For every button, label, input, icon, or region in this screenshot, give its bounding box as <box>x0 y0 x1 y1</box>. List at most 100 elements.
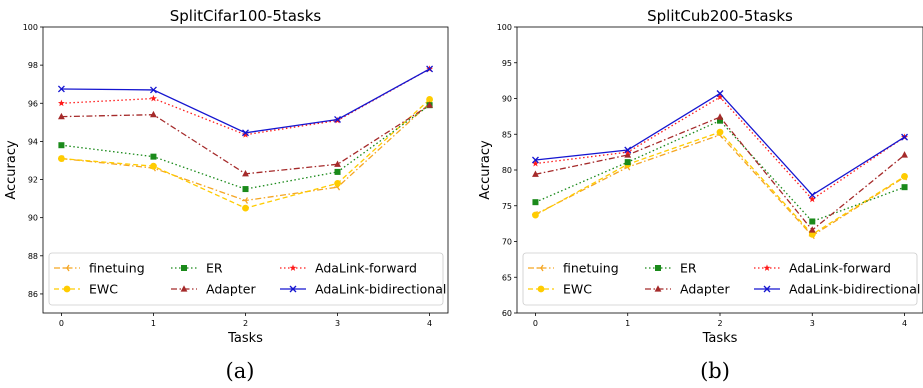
x-tick-label: 0 <box>533 319 538 328</box>
series-line <box>61 68 430 134</box>
data-point <box>334 168 341 175</box>
data-point <box>717 117 723 124</box>
data-point <box>901 184 908 191</box>
legend-label: finetuing <box>563 261 619 276</box>
data-point <box>334 116 342 123</box>
legend-label: finetuing <box>89 261 145 276</box>
legend-marker <box>763 285 771 293</box>
panel-caption: (a) <box>226 359 255 383</box>
legend-label: AdaLink-bidirectional <box>789 282 920 297</box>
data-point <box>532 170 539 177</box>
x-tick-label: 1 <box>625 319 630 328</box>
data-point <box>532 211 539 219</box>
legend-marker <box>763 264 771 271</box>
series-line <box>61 68 430 136</box>
y-tick-label: 95 <box>502 59 512 68</box>
chart-title: SplitCub200-5tasks <box>647 7 793 25</box>
legend-box <box>48 252 444 306</box>
data-point <box>242 197 249 204</box>
legend-label: ER <box>680 261 697 276</box>
series-line <box>61 104 430 175</box>
data-point <box>242 204 249 212</box>
data-point <box>426 65 434 73</box>
data-point <box>624 148 632 156</box>
y-tick-label: 86 <box>28 290 38 299</box>
legend-label: ER <box>206 261 223 276</box>
data-point <box>150 162 157 170</box>
data-point <box>150 94 157 102</box>
legend-label: Adapter <box>206 282 256 297</box>
series-line <box>535 92 905 196</box>
data-point <box>58 112 65 120</box>
y-tick-label: 100 <box>23 23 38 32</box>
legend-label: AdaLink-forward <box>315 261 417 276</box>
legend-marker <box>181 265 187 271</box>
data-point <box>901 133 909 141</box>
data-point <box>58 155 65 162</box>
x-axis-label: Tasks <box>227 331 263 346</box>
data-point <box>149 86 157 94</box>
chart-panel-b: 60 65 70 75 80 85 90 95 100 0 1 2 3 4 SplitCub200-5tas… <box>478 7 923 383</box>
legend-item: ER <box>645 261 697 276</box>
data-point <box>532 159 539 167</box>
y-tick-label: 92 <box>28 176 38 185</box>
y-tick-label: 65 <box>502 273 512 282</box>
legend-marker <box>289 264 297 271</box>
series-ewc <box>532 128 908 238</box>
legend-item: AdaLink-forward <box>754 261 891 276</box>
x-tick-label: 2 <box>717 319 722 328</box>
legend-item: finetuing <box>54 261 145 276</box>
x-tick-label: 1 <box>151 319 156 328</box>
chart-title: SplitCifar100-5tasks <box>170 7 322 25</box>
y-axis-label: Accuracy <box>4 140 19 200</box>
data-point <box>57 85 65 93</box>
legend-label: EWC <box>89 282 118 297</box>
legend-label: Adapter <box>680 282 730 297</box>
legend-marker <box>180 285 188 292</box>
x-tick-label: 4 <box>427 319 432 328</box>
legend-item: Adapter <box>645 282 730 297</box>
x-axis-label: Tasks <box>702 331 738 346</box>
y-tick-label: 60 <box>502 309 512 318</box>
data-point <box>808 195 816 203</box>
legend-marker <box>655 265 661 271</box>
y-tick-label: 94 <box>28 137 38 146</box>
data-point <box>624 151 632 158</box>
y-tick-label: 100 <box>497 23 512 32</box>
data-point <box>58 142 65 149</box>
data-point <box>808 226 816 233</box>
series-adalink-bidirectional <box>531 90 909 199</box>
data-point <box>242 170 249 177</box>
data-point <box>242 186 249 193</box>
series-adalink-forward <box>57 65 434 138</box>
y-tick-label: 96 <box>28 99 38 108</box>
x-tick-label: 4 <box>902 319 907 328</box>
data-point <box>901 173 908 180</box>
data-point <box>150 153 157 160</box>
legend-marker <box>63 285 71 293</box>
legend-item: AdaLink-bidirectional <box>280 282 446 297</box>
data-point <box>334 179 341 187</box>
data-point <box>531 156 539 164</box>
legend-marker <box>63 264 70 272</box>
legend: finetuing EWC ER Adapter AdaLink-forward AdaL… <box>522 252 920 306</box>
legend-label: AdaLink-forward <box>789 261 891 276</box>
y-tick-label: 70 <box>502 238 512 247</box>
series-line <box>61 104 430 190</box>
y-tick-label: 80 <box>502 166 512 175</box>
y-tick-label: 88 <box>28 252 38 261</box>
legend-marker <box>289 285 297 293</box>
legend-item: EWC <box>528 282 592 297</box>
legend-box <box>522 252 918 306</box>
legend-label: AdaLink-bidirectional <box>315 282 446 297</box>
legend-item: Adapter <box>171 282 256 297</box>
legend-item: ER <box>171 261 223 276</box>
y-tick-label: 90 <box>28 214 38 223</box>
series-er <box>532 117 908 225</box>
data-point <box>334 160 341 167</box>
legend-marker <box>537 264 544 272</box>
data-point <box>624 159 631 166</box>
data-point <box>716 113 724 120</box>
legend-item: finetuing <box>528 261 619 276</box>
